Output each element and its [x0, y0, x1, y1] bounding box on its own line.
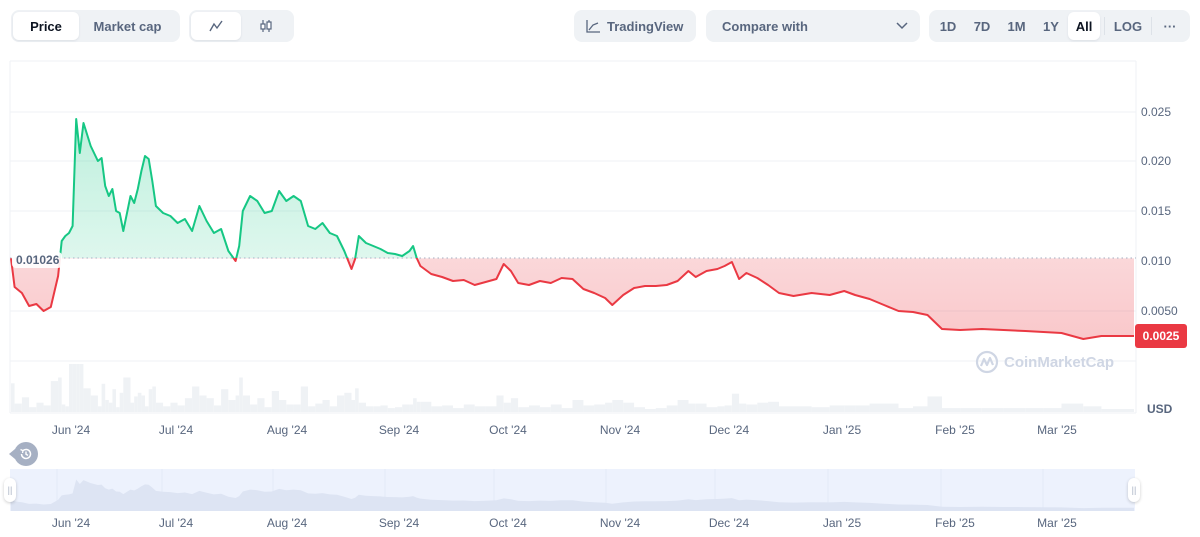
x-tick: Feb '25: [935, 423, 975, 437]
x-tick: Aug '24: [266, 423, 308, 437]
range-1m[interactable]: 1M: [1007, 18, 1026, 34]
nav-x-tick: Dec '24: [708, 516, 750, 530]
nav-x-tick: Mar '25: [1037, 516, 1077, 530]
price-area-below-baseline: [11, 258, 1134, 339]
coinmarketcap-watermark: CoinMarketCap: [975, 350, 1114, 374]
x-tick: Oct '24: [489, 423, 527, 437]
x-tick: Dec '24: [708, 423, 750, 437]
range-1d[interactable]: 1D: [939, 18, 957, 34]
price-area-above-baseline: [59, 119, 417, 258]
time-range-selector: 1D 7D 1M 1Y All LOG ···: [929, 10, 1190, 42]
currency-label: USD: [1147, 402, 1173, 416]
price-line-down: [10, 258, 1134, 340]
tradingview-button[interactable]: TradingView: [574, 10, 696, 42]
nav-x-tick: Aug '24: [266, 516, 308, 530]
chart-toolbar: Price Market cap TradingView Compare wit…: [0, 10, 1200, 42]
tab-price[interactable]: Price: [13, 12, 79, 40]
compare-with-dropdown[interactable]: Compare with: [706, 10, 920, 42]
current-price-tag: 0.0025: [1135, 324, 1187, 348]
toolbar-divider: [1104, 17, 1105, 35]
metric-toggle: Price Market cap: [11, 10, 180, 42]
range-1y[interactable]: 1Y: [1043, 18, 1059, 34]
nav-x-tick: Jul '24: [158, 516, 194, 530]
x-tick: Nov '24: [599, 423, 641, 437]
x-tick: Jan '25: [822, 423, 862, 437]
navigator-left-handle[interactable]: ||: [4, 478, 16, 502]
toolbar-divider: [1151, 17, 1152, 35]
navigator-x-axis: Jun '24 Jul '24 Aug '24 Sep '24 Oct '24 …: [0, 516, 1200, 532]
x-tick: Mar '25: [1037, 423, 1077, 437]
coinmarketcap-logo-icon: [975, 350, 999, 374]
navigator-area: [11, 479, 1134, 511]
nav-x-tick: Sep '24: [378, 516, 420, 530]
navigator-right-handle[interactable]: ||: [1128, 478, 1140, 502]
line-chart-icon: [209, 20, 223, 32]
compare-with-label: Compare with: [722, 18, 808, 34]
tradingview-icon: [586, 19, 600, 33]
x-axis: Jun '24 Jul '24 Aug '24 Sep '24 Oct '24 …: [0, 423, 1200, 439]
candlestick-button[interactable]: [241, 12, 291, 40]
nav-x-tick: Jan '25: [822, 516, 862, 530]
history-icon: [20, 448, 32, 460]
y-tick: 0.020: [1141, 154, 1172, 168]
y-tick: 0.0050: [1141, 304, 1178, 318]
chevron-down-icon: [896, 22, 908, 30]
y-tick: 0.025: [1141, 105, 1172, 119]
baseline-price-label: 0.01026: [12, 252, 63, 268]
chart-type-toggle: [189, 10, 294, 42]
volume-bars: [11, 364, 1134, 412]
y-tick: 0.015: [1141, 204, 1172, 218]
x-tick: Jul '24: [158, 423, 194, 437]
history-button[interactable]: [9, 442, 38, 466]
nav-x-tick: Oct '24: [489, 516, 527, 530]
more-options-button[interactable]: ···: [1163, 18, 1177, 34]
range-all[interactable]: All: [1068, 12, 1100, 40]
tab-market-cap[interactable]: Market cap: [93, 18, 162, 34]
price-line-up: [58, 118, 418, 258]
nav-x-tick: Feb '25: [935, 516, 975, 530]
x-tick: Sep '24: [378, 423, 420, 437]
y-tick: 0.010: [1141, 254, 1172, 268]
watermark-text: CoinMarketCap: [1004, 353, 1115, 371]
nav-x-tick: Nov '24: [599, 516, 641, 530]
log-scale-toggle[interactable]: LOG: [1113, 18, 1143, 34]
x-tick: Jun '24: [51, 423, 91, 437]
range-7d[interactable]: 7D: [973, 18, 991, 34]
nav-x-tick: Jun '24: [51, 516, 91, 530]
line-chart-button[interactable]: [191, 12, 241, 40]
tradingview-label: TradingView: [607, 18, 684, 34]
candlestick-icon: [260, 20, 272, 32]
